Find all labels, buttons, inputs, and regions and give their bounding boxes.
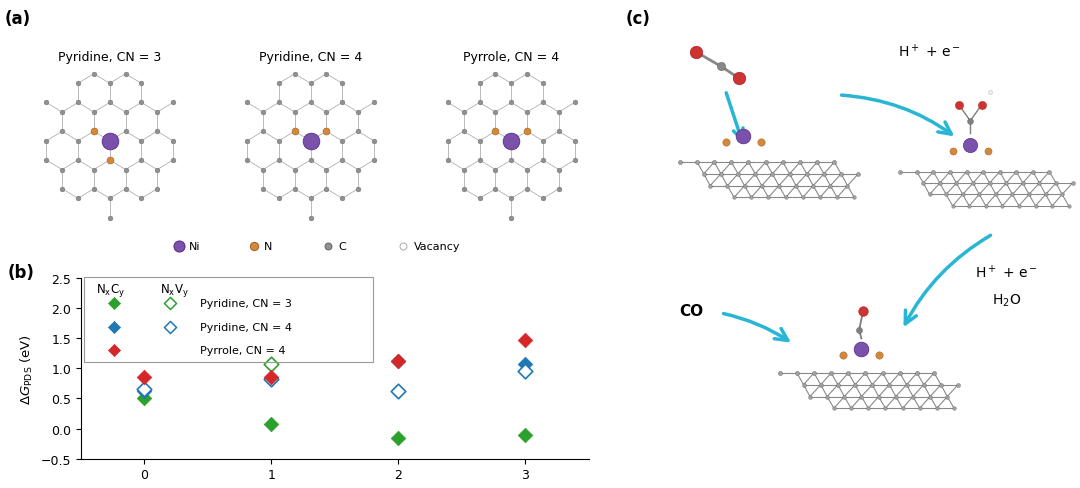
Text: Pyrrole, CN = 4: Pyrrole, CN = 4 — [463, 51, 559, 63]
Text: Ni: Ni — [189, 242, 200, 252]
Point — [390, 357, 407, 365]
Text: (c): (c) — [625, 10, 650, 28]
Point — [262, 375, 280, 383]
Point — [390, 434, 407, 442]
Point — [158, 373, 175, 381]
Text: CO: CO — [679, 304, 703, 319]
Text: Pyridine, CN = 3: Pyridine, CN = 3 — [58, 51, 161, 63]
Text: Pyridine, CN = 3: Pyridine, CN = 3 — [192, 299, 292, 308]
Point — [262, 374, 280, 382]
Text: H$^+$ + e$^-$: H$^+$ + e$^-$ — [897, 43, 961, 61]
Text: Pyridine, CN = 4: Pyridine, CN = 4 — [259, 51, 362, 63]
Text: (a): (a) — [4, 10, 31, 28]
Point — [144, 373, 161, 381]
X-axis label: Number of coordinating N: Number of coordinating N — [238, 487, 432, 488]
Point — [516, 431, 534, 439]
Point — [262, 360, 280, 368]
Point — [516, 336, 534, 344]
Text: N: N — [264, 242, 272, 252]
Point — [136, 386, 153, 393]
Point — [136, 374, 153, 382]
Text: (b): (b) — [8, 264, 35, 282]
Text: H$^+$ + e$^-$: H$^+$ + e$^-$ — [975, 263, 1038, 281]
Text: Pyrrole, CN = 4: Pyrrole, CN = 4 — [192, 346, 285, 355]
Y-axis label: $\Delta G_{\mathrm{PDS}}$ (eV): $\Delta G_{\mathrm{PDS}}$ (eV) — [19, 333, 36, 404]
Point — [262, 375, 280, 383]
Point — [158, 381, 175, 388]
Text: Pyridine, CN = 4: Pyridine, CN = 4 — [192, 322, 292, 332]
Text: H$_2$O: H$_2$O — [991, 292, 1022, 308]
Text: C: C — [339, 242, 347, 252]
Point — [144, 381, 161, 388]
Point — [516, 367, 534, 375]
Point — [516, 360, 534, 368]
Point — [144, 388, 161, 396]
Text: $\mathregular{N_xV_y}$: $\mathregular{N_xV_y}$ — [160, 282, 189, 299]
Point — [390, 357, 407, 365]
Text: Vacancy: Vacancy — [414, 242, 460, 252]
Text: $\mathregular{N_xC_y}$: $\mathregular{N_xC_y}$ — [96, 282, 125, 299]
Point — [136, 395, 153, 403]
Point — [390, 387, 407, 395]
Point — [262, 420, 280, 427]
Point — [136, 387, 153, 395]
Point — [644, 302, 661, 309]
